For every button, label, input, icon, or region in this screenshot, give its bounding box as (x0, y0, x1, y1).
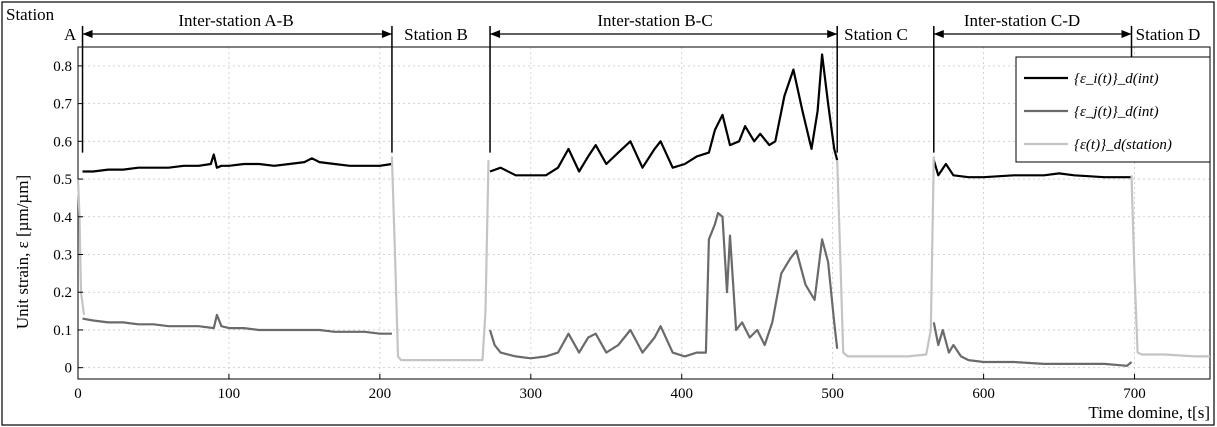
station-a-label-line1: Station (6, 5, 55, 24)
series-line-0 (489, 53, 839, 177)
inter-station-ab-label: Inter-station A-B (178, 11, 293, 30)
station-b-label: Station B (404, 25, 468, 44)
x-tick-label: 300 (520, 386, 543, 402)
arrow-head-right (827, 30, 838, 38)
station-a-label-line2: A (64, 25, 77, 44)
series-line-1 (932, 322, 1133, 367)
axis-ticks: 0 100 200 300 400 500 600 700 0 0.1 0.2 0.3 0.4 0.5 0.… (53, 59, 1146, 402)
y-tick-label: 0.7 (53, 97, 72, 113)
y-tick-label: 0.4 (53, 210, 72, 226)
arrow-head-left (82, 30, 93, 38)
station-boundaries (81, 26, 1133, 153)
plot-area-frame (77, 46, 1211, 380)
y-tick-label: 0.2 (53, 285, 72, 301)
inter-station-arrows (82, 30, 1132, 38)
y-tick-label: 0.1 (53, 323, 72, 339)
x-tick-label: 700 (1123, 386, 1146, 402)
plot-frame (77, 46, 1211, 380)
y-tick-label: 0 (65, 361, 73, 377)
inter-station-bc-label: Inter-station B-C (597, 11, 712, 30)
series-line-2 (76, 178, 86, 316)
x-tick-label: 400 (670, 386, 693, 402)
arrow-head-right (381, 30, 392, 38)
grid-lines (77, 47, 1210, 379)
station-d-label: Station D (1136, 25, 1201, 44)
series-line-0 (82, 153, 393, 173)
x-tick-label: 600 (972, 386, 995, 402)
y-tick-label: 0.3 (53, 248, 72, 264)
y-tick-label: 0.5 (53, 172, 72, 188)
arrow-head-left (490, 30, 501, 38)
legend-label-eps-i: {ε_i(t)}_d(int) (1074, 71, 1159, 87)
x-tick-label: 100 (218, 386, 241, 402)
x-tick-label: 200 (369, 386, 392, 402)
x-axis-title: Time domine, t[s] (1088, 403, 1210, 422)
series-line-1 (82, 313, 392, 335)
legend-label-eps-station: {ε(t)}_d(station) (1074, 137, 1172, 153)
series-layer (76, 53, 1210, 367)
series-line-0 (932, 159, 1132, 179)
arrow-head-left (933, 30, 944, 38)
arrow-head-right (1121, 30, 1132, 38)
station-c-label: Station C (844, 25, 908, 44)
inter-station-cd-label: Inter-station C-D (964, 11, 1080, 30)
y-tick-label: 0.8 (53, 59, 72, 75)
series-line-1 (488, 211, 839, 360)
legend: {ε_i(t)}_d(int) {ε_j(t)}_d(int) {ε(t)}_d… (1015, 56, 1211, 163)
y-tick-label: 0.6 (53, 134, 72, 150)
x-tick-label: 500 (821, 386, 844, 402)
series-line-2 (836, 156, 935, 358)
series-line-2 (1130, 175, 1210, 358)
y-axis-title: Unit strain, ε [µm/µm] (13, 175, 32, 329)
series-line-2 (390, 156, 490, 362)
legend-label-eps-j: {ε_j(t)}_d(int) (1074, 104, 1159, 120)
x-tick-label: 0 (74, 386, 82, 402)
